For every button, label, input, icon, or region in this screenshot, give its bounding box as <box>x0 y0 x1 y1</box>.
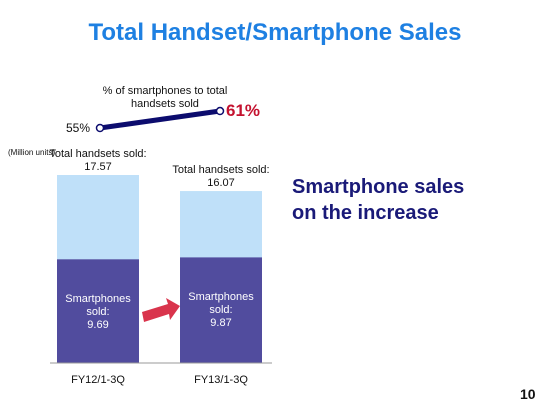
total-value: 16.07 <box>207 177 235 190</box>
total-value: 17.57 <box>84 161 112 173</box>
title: Total Handset/Smartphone Sales <box>88 19 462 46</box>
x-tick-label: FY12/1-3Q <box>71 374 125 386</box>
line <box>99 108 221 131</box>
headline: Smartphone sales on the increase <box>292 174 464 226</box>
arrow <box>142 298 180 322</box>
smartphone-label: Smartphones sold: <box>188 291 254 317</box>
x-tick-label: FY13/1-3Q <box>194 374 248 386</box>
line-title: % of smartphones to total handsets sold <box>102 85 228 110</box>
headline-line: on the increase <box>292 202 439 224</box>
point <box>215 106 225 116</box>
bar <box>57 259 139 363</box>
smartphone-label: Smartphones sold: <box>65 293 131 319</box>
point <box>95 123 105 133</box>
page-number: 10 <box>520 386 536 402</box>
value-label: 61% <box>226 101 261 121</box>
headline-line: Smartphone sales <box>292 176 465 198</box>
value-label: 55% <box>65 121 91 135</box>
total-label: Total handsets sold: <box>172 164 270 177</box>
unit-label: (Million units) <box>8 148 56 157</box>
bar <box>180 257 262 363</box>
smartphone-value: 9.87 <box>210 317 232 330</box>
smartphone-value: 9.69 <box>87 319 109 332</box>
total-label: Total handsets sold: <box>49 148 147 160</box>
